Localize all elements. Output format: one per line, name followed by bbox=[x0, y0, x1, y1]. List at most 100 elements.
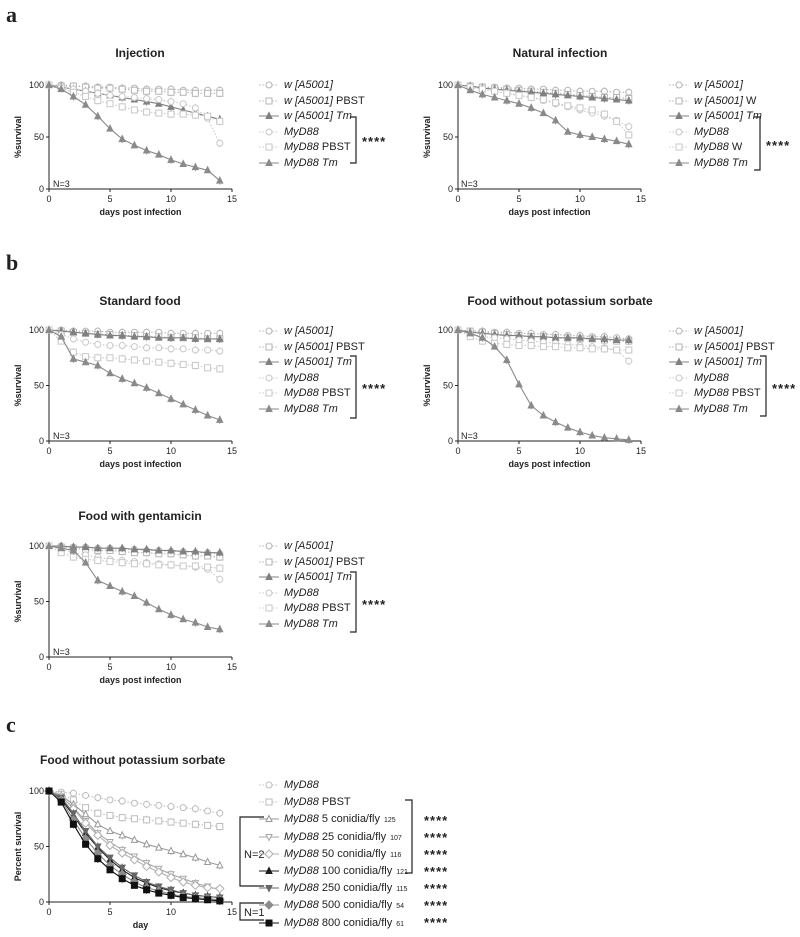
natural-data-point bbox=[552, 100, 560, 108]
dose-data-point bbox=[154, 886, 164, 896]
dose-data-point bbox=[57, 788, 65, 796]
chart-title-standard: Standard food bbox=[99, 294, 181, 308]
gentamicin-data-point bbox=[167, 545, 175, 554]
injection-data-point bbox=[45, 81, 53, 89]
injection-data-point bbox=[94, 84, 102, 92]
injection-data-point bbox=[45, 80, 53, 88]
standard-data-point bbox=[45, 325, 53, 333]
no-sorbate-data-point bbox=[612, 434, 621, 442]
dose-data-point bbox=[179, 890, 188, 898]
no-sorbate-data-point bbox=[502, 330, 511, 339]
dose-data-point bbox=[106, 796, 114, 804]
no-sorbate-data-point bbox=[588, 335, 596, 343]
standard-data-point bbox=[143, 357, 151, 365]
injection-data-point bbox=[179, 105, 188, 113]
legend-label: MyD88 5 conidia/fly bbox=[284, 813, 380, 826]
no-sorbate-data-point bbox=[625, 337, 633, 345]
gentamicin-data-point bbox=[130, 549, 138, 557]
standard-data-point bbox=[167, 334, 175, 342]
natural-data-point bbox=[454, 81, 462, 89]
gentamicin-data-point bbox=[94, 553, 102, 561]
injection-data-point bbox=[118, 103, 126, 111]
legend-marker bbox=[265, 143, 273, 151]
no-sorbate-data-point bbox=[478, 328, 486, 336]
dose-data-point bbox=[69, 820, 77, 828]
significance-gentamicin: **** bbox=[362, 597, 387, 612]
dose-data-point bbox=[215, 883, 225, 894]
injection-data-point bbox=[57, 84, 65, 92]
natural-data-point bbox=[491, 84, 499, 92]
dose-series-line bbox=[48, 790, 220, 814]
standard-data-point bbox=[179, 345, 187, 353]
no-sorbate-data-point bbox=[539, 332, 548, 340]
legend-label: w [A5001] Tm bbox=[694, 110, 762, 122]
legend-marker bbox=[265, 798, 273, 806]
natural-data-point bbox=[503, 85, 511, 93]
legend-marker bbox=[265, 111, 273, 120]
no-sorbate-y-tick-label: 50 bbox=[443, 381, 453, 391]
natural-data-point bbox=[539, 88, 547, 96]
dose-data-point bbox=[45, 788, 53, 796]
gentamicin-data-point bbox=[106, 555, 114, 563]
injection-data-point bbox=[179, 110, 187, 118]
legend-label: w [A5001] PBST bbox=[284, 94, 365, 107]
dose-data-point bbox=[215, 895, 225, 905]
significance-dose-5: **** bbox=[424, 881, 449, 896]
injection-data-point bbox=[216, 117, 224, 125]
natural-data-point bbox=[490, 84, 499, 93]
legend-marker bbox=[675, 143, 683, 151]
dose-data-point bbox=[45, 786, 53, 794]
legend-entry: MyD88 250 conidia/fly 115 bbox=[258, 881, 407, 895]
standard-data-point bbox=[93, 360, 102, 369]
gentamicin-data-point bbox=[69, 553, 77, 561]
gentamicin-n-label: N=3 bbox=[53, 647, 70, 657]
dose-data-point bbox=[179, 804, 187, 812]
legend-label: w [A5001] Tm bbox=[284, 571, 352, 583]
no-sorbate-data-point bbox=[588, 343, 596, 351]
natural-data-point bbox=[454, 80, 462, 88]
legend-entry: MyD88 PBST bbox=[258, 140, 351, 154]
legend-symbol-icon bbox=[259, 900, 279, 911]
standard-data-point bbox=[215, 415, 224, 423]
standard-data-point bbox=[106, 354, 114, 362]
gentamicin-data-point bbox=[179, 614, 188, 623]
natural-data-point bbox=[576, 91, 584, 99]
natural-data-point bbox=[600, 112, 608, 120]
gentamicin-data-point bbox=[82, 545, 90, 553]
no-sorbate-data-point bbox=[503, 328, 511, 336]
standard-x-tick-label: 10 bbox=[166, 446, 176, 456]
significance-dose-7: **** bbox=[424, 915, 449, 930]
natural-y-axis-label: %survival bbox=[422, 116, 432, 158]
dose-data-point bbox=[82, 791, 90, 799]
dose-data-point bbox=[93, 842, 102, 851]
standard-x-tick-label: 0 bbox=[46, 446, 51, 456]
natural-data-point bbox=[588, 106, 596, 114]
gentamicin-series-line bbox=[48, 545, 220, 630]
dose-data-point bbox=[82, 804, 90, 812]
no-sorbate-data-point bbox=[564, 344, 572, 352]
injection-x-tick-label: 10 bbox=[166, 194, 176, 204]
standard-data-point bbox=[69, 335, 77, 343]
legend-symbol-icon bbox=[259, 374, 279, 382]
injection-data-point bbox=[82, 87, 90, 95]
dose-data-point bbox=[80, 834, 91, 844]
gentamicin-data-point bbox=[179, 562, 187, 570]
standard-data-point bbox=[45, 326, 53, 334]
dose-data-point bbox=[93, 830, 103, 841]
chart-title-no-sorbate: Food without potassium sorbate bbox=[467, 294, 653, 308]
no-sorbate-data-point bbox=[613, 337, 621, 345]
no-sorbate-data-point bbox=[466, 328, 475, 337]
dose-data-point bbox=[191, 892, 200, 900]
dose-data-point bbox=[94, 855, 102, 863]
no-sorbate-data-point bbox=[490, 329, 499, 338]
dose-data-point bbox=[57, 798, 65, 806]
legend-symbol-icon bbox=[669, 128, 689, 136]
legend-entry: MyD88 bbox=[258, 371, 319, 385]
dose-data-point bbox=[216, 897, 224, 905]
standard-data-point bbox=[69, 327, 77, 335]
gentamicin-data-point bbox=[94, 544, 102, 552]
standard-data-point bbox=[216, 347, 224, 355]
no-sorbate-series-line bbox=[457, 329, 629, 341]
natural-data-point bbox=[527, 87, 535, 95]
gentamicin-data-point bbox=[191, 617, 200, 626]
